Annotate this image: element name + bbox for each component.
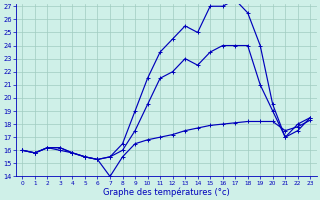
X-axis label: Graphe des températures (°c): Graphe des températures (°c) bbox=[103, 187, 230, 197]
